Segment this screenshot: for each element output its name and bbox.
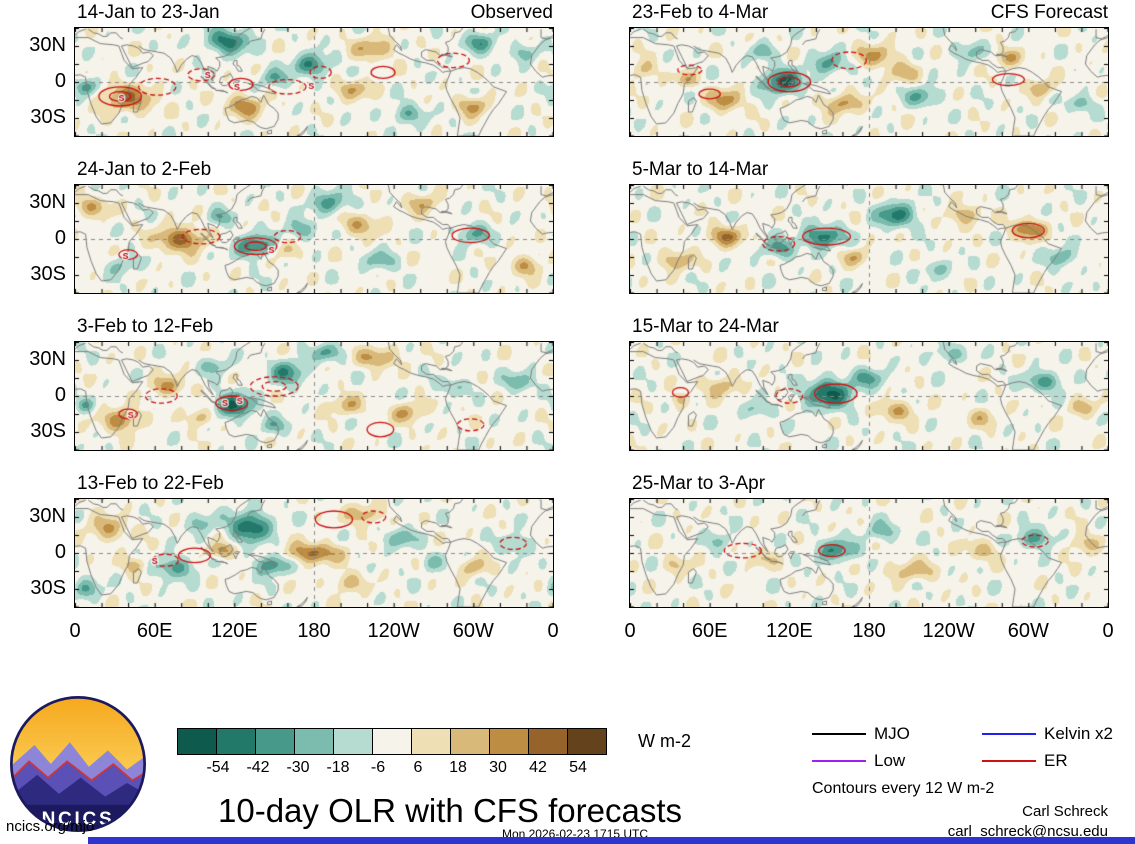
x-axis-label: 120W [367, 620, 420, 642]
x-axis-label: 0 [547, 620, 559, 642]
colorbar-tick-label: 6 [413, 759, 423, 776]
legend-low-label: Low [874, 751, 906, 770]
colorbar-segment [294, 728, 334, 755]
y-axis-label: 0 [54, 70, 66, 92]
x-axis-label: 120W [922, 620, 975, 642]
panel-title: 3-Feb to 12-Feb [77, 316, 214, 337]
colorbar-units-label: W m-2 [638, 731, 691, 751]
x-axis-label: 180 [852, 620, 886, 642]
legend-er-label: ER [1044, 751, 1068, 770]
colorbar-tick-label: 54 [569, 759, 587, 776]
colorbar-tick-label: 42 [529, 759, 547, 776]
y-axis-label: 0 [54, 227, 66, 249]
colorbar-tick-label: 30 [489, 759, 507, 776]
y-axis-label: 30S [30, 263, 66, 285]
colorbar-tick-label: -6 [370, 759, 386, 776]
legend-er-line-icon [982, 760, 1036, 762]
x-axis-label: 60E [136, 620, 173, 642]
x-axis-label: 60W [452, 620, 494, 642]
legend-low-line-icon [812, 760, 866, 762]
column-title-cfs-forecast: CFS Forecast [990, 2, 1108, 23]
colorbar-segment [528, 728, 568, 755]
panel-title: 15-Mar to 24-Mar [632, 316, 779, 337]
legend-kelvin-x2-line-icon [982, 733, 1036, 735]
colorbar-segment [255, 728, 295, 755]
y-axis-label: 0 [54, 384, 66, 406]
legend-kelvin-x2-label: Kelvin x2 [1044, 724, 1113, 743]
x-axis-label: 180 [297, 620, 331, 642]
panel-title: 5-Mar to 14-Mar [632, 159, 769, 180]
map-canvas-observed-1 [74, 27, 554, 137]
map-canvas-forecast-1 [629, 27, 1109, 137]
panel-title: 24-Jan to 2-Feb [77, 159, 212, 180]
y-axis-label: 30S [30, 577, 66, 599]
map-canvas-forecast-3 [629, 341, 1109, 451]
x-axis-label: 0 [624, 620, 636, 642]
colorbar-segment [333, 728, 373, 755]
x-axis-label: 60W [1007, 620, 1049, 642]
figure-title: 10-day OLR with CFS forecasts [218, 792, 682, 829]
colorbar-segment [372, 728, 412, 755]
colorbar-segment [567, 728, 607, 755]
map-canvas-forecast-2 [629, 184, 1109, 294]
y-axis-label: 30N [29, 34, 66, 56]
map-canvas-forecast-4 [629, 498, 1109, 608]
logo-circle-border [10, 696, 146, 832]
colorbar [177, 728, 607, 755]
colorbar-tick-label: 18 [449, 759, 467, 776]
colorbar-segment [216, 728, 256, 755]
logo-ridge-line [11, 760, 145, 782]
x-axis-label: 0 [1102, 620, 1114, 642]
contour-note: Contours every 12 W m-2 [812, 780, 995, 797]
map-canvas-observed-2 [74, 184, 554, 294]
colorbar-tick-label: -18 [326, 759, 350, 776]
x-axis-label: 0 [69, 620, 81, 642]
colorbar-segment [177, 728, 217, 755]
column-title-observed: Observed [470, 2, 553, 23]
colorbar-tick-label: -42 [246, 759, 270, 776]
author-name: Carl Schreck [1022, 803, 1108, 820]
y-axis-label: 30N [29, 191, 66, 213]
colorbar-segment [411, 728, 451, 755]
panel-title: 13-Feb to 22-Feb [77, 473, 224, 494]
colorbar-tick-label: -30 [286, 759, 310, 776]
colorbar-segment [450, 728, 490, 755]
panel-title: 25-Mar to 3-Apr [632, 473, 766, 494]
y-axis-label: 30S [30, 106, 66, 128]
colorbar-tick-label: -54 [206, 759, 230, 776]
y-axis-label: 30S [30, 420, 66, 442]
author-email: carl_schreck@ncsu.edu [947, 823, 1108, 840]
x-axis-label: 120E [765, 620, 813, 642]
ncics-logo: NCICS [10, 696, 146, 832]
y-axis-label: 0 [54, 541, 66, 563]
colorbar-segment [489, 728, 529, 755]
map-canvas-observed-3 [74, 341, 554, 451]
site-url: ncics.org/mjo [6, 818, 95, 835]
x-axis-label: 120E [210, 620, 258, 642]
logo-text: NCICS [42, 809, 115, 830]
map-canvas-observed-4 [74, 498, 554, 608]
legend-mjo-label: MJO [874, 724, 910, 743]
panel-title: 23-Feb to 4-Mar [632, 2, 769, 23]
y-axis-label: 30N [29, 348, 66, 370]
y-axis-label: 30N [29, 505, 66, 527]
panel-title: 14-Jan to 23-Jan [77, 2, 220, 23]
x-axis-label: 60E [691, 620, 728, 642]
bottom-bar [88, 837, 1135, 844]
legend-mjo-line-icon [812, 733, 866, 735]
